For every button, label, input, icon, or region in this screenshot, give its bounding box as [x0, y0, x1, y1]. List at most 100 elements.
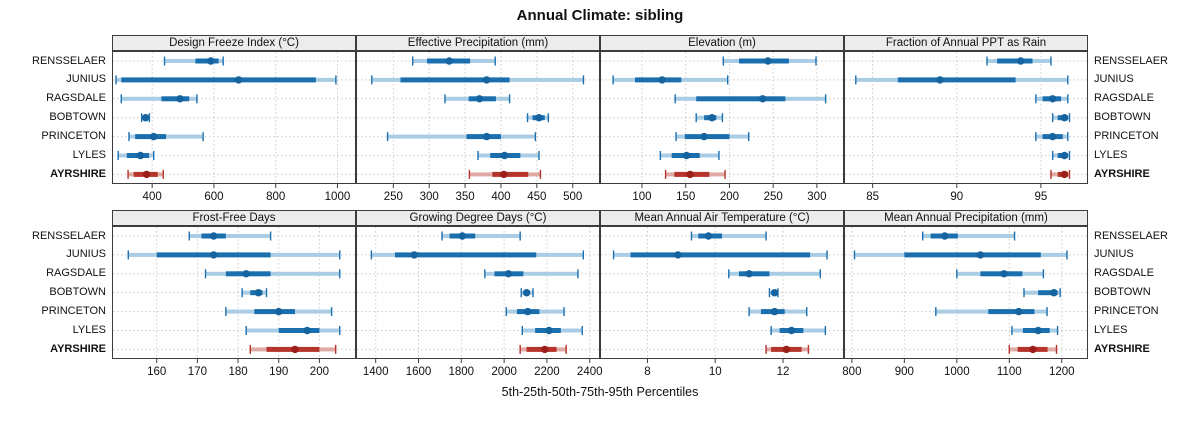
row-label-left-ayrshire: AYRSHIRE [50, 342, 106, 355]
median-dot [545, 326, 553, 335]
row-label-left-rensselaer: RENSSELAER [32, 54, 106, 67]
iqr-band-25-75 [997, 58, 1033, 64]
x-axis-effective-precipitation-mm: 250 300 350 400 450 500 [384, 184, 582, 203]
iqr-band-25-75 [988, 309, 1035, 315]
tick-label: 2000 [491, 366, 517, 378]
panel-design-freeze-index-c: Design Freeze Index (°C) 400 600 800 1000 [112, 35, 356, 205]
tick-label: 85 [866, 191, 879, 203]
panel-mean-annual-air-temperature-c: Mean Annual Air Temperature (°C) 8 10 12 [600, 210, 844, 380]
tick-label: 1200 [1049, 366, 1075, 378]
tick-label: 100 [632, 191, 651, 203]
panel-header-mean-annual-precipitation-mm: Mean Annual Precipitation (mm) [844, 210, 1088, 226]
median-dot [136, 151, 145, 160]
tick-label: 160 [147, 366, 166, 378]
row-labels-left: RENSSELAER JUNIUS RAGSDALE BOBTOWN PRINCETON… [0, 35, 112, 205]
panel-plot-effective-precipitation-mm [356, 51, 600, 184]
median-dot [523, 307, 532, 316]
x-axis-design-freeze-index-c: 400 600 800 1000 [143, 184, 351, 203]
range-band-5-95 [189, 234, 271, 238]
tick-label: 1600 [406, 366, 432, 378]
median-dot [782, 345, 791, 354]
tick-label: 2400 [577, 366, 603, 378]
row-label-left-ragsdale: RAGSDALE [46, 92, 106, 105]
median-dot [1048, 132, 1057, 141]
row-label-right-ayrshire: AYRSHIRE [1094, 342, 1150, 355]
panel-plot-growing-degree-days-c [356, 226, 600, 359]
panel-plot-design-freeze-index-c [112, 51, 356, 184]
median-dot [541, 345, 549, 354]
tick-label: 90 [950, 191, 963, 203]
range-band-5-95 [442, 234, 521, 238]
median-dot [708, 114, 716, 122]
panel-mean-annual-precipitation-mm: Mean Annual Precipitation (mm) 800 900 1000… [842, 210, 1088, 380]
tick-label: 400 [491, 191, 510, 203]
row-labels-right: RENSSELAER JUNIUS RAGSDALE BOBTOWN PRINCETON… [1088, 210, 1200, 380]
panel-header-elevation-m: Elevation (m) [600, 35, 844, 51]
x-axis-frost-free-days: 160 170 180 190 200 [147, 359, 329, 378]
median-dot [770, 289, 779, 297]
figure: Annual Climate: sibling RENSSELAER JUNIUS… [0, 7, 1200, 399]
median-dot [1029, 345, 1037, 354]
trellis-chart: RENSSELAER JUNIUS RAGSDALE BOBTOWN PRINCETON… [0, 35, 1200, 380]
row-label-right-ragsdale: RAGSDALE [1094, 92, 1154, 105]
tick-label: 450 [527, 191, 546, 203]
median-dot [207, 57, 215, 65]
panel-header-mean-annual-air-temperature-c: Mean Annual Air Temperature (°C) [600, 210, 844, 226]
median-dot [770, 307, 779, 316]
tick-label: 800 [266, 191, 285, 203]
range-band-5-95 [691, 234, 767, 238]
tick-label: 170 [188, 366, 207, 378]
range-band-5-95 [121, 96, 197, 101]
x-axis-elevation-m: 100 150 200 250 300 [632, 184, 826, 203]
median-dot [1060, 170, 1069, 179]
median-dot [482, 132, 491, 141]
median-dot [291, 345, 299, 354]
row-label-right-ayrshire: AYRSHIRE [1094, 167, 1150, 180]
iqr-band-25-75 [492, 171, 529, 177]
median-dot [500, 151, 509, 160]
iqr-band-25-75 [195, 58, 219, 64]
row-label-left-princeton: PRINCETON [41, 130, 106, 143]
row-label-right-rensselaer: RENSSELAER [1094, 229, 1168, 242]
iqr-band-25-75 [1038, 290, 1058, 296]
median-dot [758, 95, 767, 103]
tick-label: 1000 [325, 191, 351, 203]
tick-label: 200 [310, 366, 329, 378]
row-label-right-lyles: LYLES [1094, 149, 1128, 161]
tick-label: 8 [644, 366, 650, 378]
range-band-5-95 [387, 134, 536, 139]
tick-label: 250 [384, 191, 403, 203]
median-dot [1015, 307, 1023, 316]
row-label-left-rensselaer: RENSSELAER [32, 229, 106, 242]
tick-label: 350 [455, 191, 474, 203]
row-label-right-bobtown: BOBTOWN [1094, 286, 1151, 299]
tick-label: 150 [676, 191, 695, 203]
tick-label: 200 [720, 191, 739, 203]
median-dot [941, 232, 949, 240]
median-dot [764, 57, 772, 65]
row-label-left-ragsdale: RAGSDALE [46, 267, 106, 280]
row-label-right-junius: JUNIUS [1094, 248, 1134, 261]
row-label-left-lyles: LYLES [72, 324, 106, 336]
row-label-right-princeton: PRINCETON [1094, 305, 1159, 318]
panel-effective-precipitation-mm: Effective Precipitation (mm) 250 300 350 400… [356, 35, 600, 205]
row-label-left-princeton: PRINCETON [41, 305, 106, 318]
median-dot [504, 270, 513, 278]
panel-header-effective-precipitation-mm: Effective Precipitation (mm) [356, 35, 600, 51]
range-band-5-95 [728, 271, 821, 276]
median-dot [1060, 114, 1069, 122]
tick-label: 180 [228, 366, 247, 378]
iqr-band-25-75 [739, 58, 789, 64]
tick-label: 600 [204, 191, 223, 203]
row-label-right-rensselaer: RENSSELAER [1094, 54, 1168, 67]
row-label-left-lyles: LYLES [72, 149, 106, 161]
tick-label: 10 [709, 366, 722, 378]
row-label-left-bobtown: BOBTOWN [49, 286, 106, 299]
median-dot [535, 114, 543, 122]
panel-plot-mean-annual-air-temperature-c [600, 226, 844, 359]
x-axis-mean-annual-air-temperature-c: 8 10 12 [644, 359, 789, 378]
median-dot [1034, 326, 1042, 335]
panel-plot-fraction-of-annual-ppt-as-rain [844, 51, 1088, 184]
iqr-band-25-75 [634, 77, 682, 83]
median-dot [686, 170, 694, 179]
